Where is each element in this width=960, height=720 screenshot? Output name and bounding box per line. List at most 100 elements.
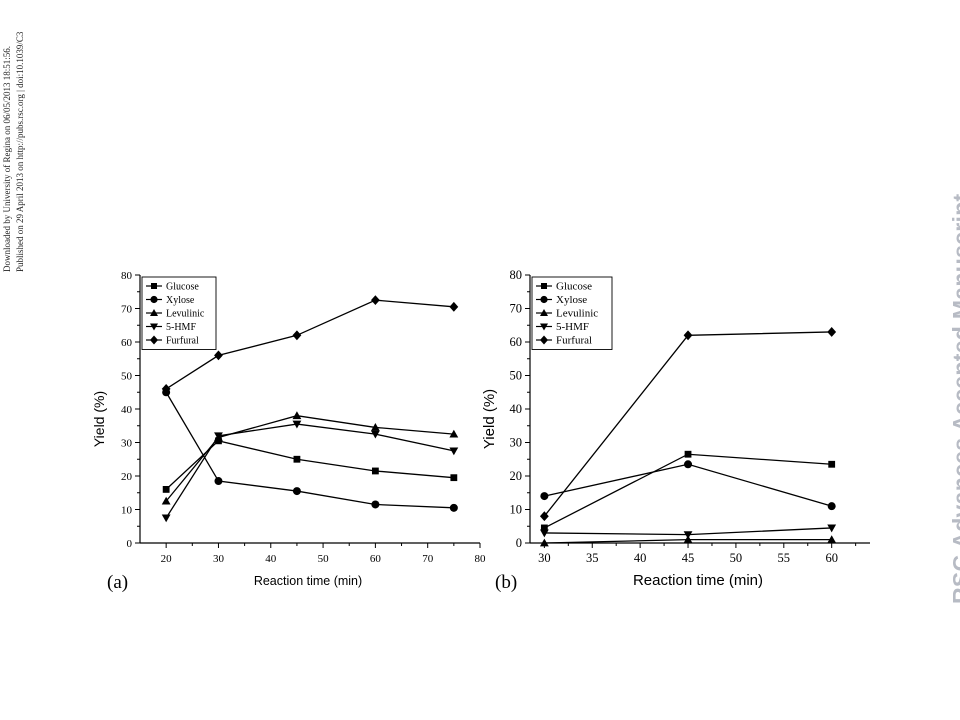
- y-tick-label: 60: [121, 337, 133, 349]
- y-tick-label: 80: [510, 268, 523, 282]
- panel-label: (a): [107, 572, 128, 593]
- series-xylose: [540, 460, 836, 511]
- y-tick-label: 70: [510, 302, 523, 316]
- data-point: [683, 535, 693, 544]
- x-tick-label: 40: [265, 553, 277, 565]
- y-tick-label: 10: [121, 505, 133, 517]
- legend-label: Furfural: [166, 336, 199, 347]
- series-furfural: [539, 327, 837, 522]
- x-tick-label: 55: [778, 551, 791, 565]
- data-point: [827, 327, 837, 337]
- series-5-hmf: [161, 420, 459, 523]
- data-point: [684, 450, 692, 458]
- series-levulinic: [161, 411, 459, 505]
- data-point: [161, 496, 171, 505]
- x-tick-label: 20: [161, 553, 173, 565]
- legend-marker: [150, 335, 158, 345]
- y-axis-label: Yield (%): [481, 389, 498, 449]
- series-line: [165, 415, 454, 502]
- series-line: [165, 423, 454, 519]
- data-point: [292, 487, 301, 496]
- data-point: [683, 330, 693, 341]
- legend-label: Levulinic: [556, 308, 598, 320]
- y-tick-label: 50: [510, 369, 523, 383]
- legend-marker: [540, 295, 548, 304]
- data-point: [827, 524, 837, 533]
- data-point: [449, 429, 459, 438]
- data-point: [539, 538, 549, 547]
- x-tick-label: 35: [586, 551, 599, 565]
- legend-label: Xylose: [166, 295, 195, 306]
- legend-marker: [150, 323, 158, 331]
- data-point: [292, 420, 302, 429]
- data-point: [539, 511, 549, 522]
- data-point: [292, 411, 302, 420]
- data-point: [539, 529, 549, 538]
- x-tick-label: 30: [538, 551, 551, 565]
- data-point: [449, 447, 459, 456]
- legend-label: Levulinic: [166, 309, 205, 320]
- y-tick-label: 30: [510, 436, 523, 450]
- data-point: [370, 430, 380, 439]
- data-point: [371, 500, 380, 509]
- series-xylose: [162, 388, 458, 512]
- x-axis-label: Reaction time (min): [254, 574, 362, 588]
- series-glucose: [540, 450, 836, 532]
- series-levulinic: [539, 535, 837, 547]
- legend-marker: [541, 283, 547, 289]
- panel-label: (b): [495, 572, 517, 593]
- x-tick-label: 50: [318, 553, 330, 565]
- data-point: [161, 514, 171, 523]
- axes: 0 10 20 30 40 50 60 70 80 30 35 40 45 50 55 60: [510, 268, 870, 565]
- legend-label: Glucose: [166, 282, 199, 293]
- x-tick-label: 60: [370, 553, 382, 565]
- y-tick-label: 20: [510, 469, 523, 483]
- y-tick-label: 80: [121, 270, 133, 282]
- data-point: [214, 350, 223, 361]
- legend-label: Furfural: [556, 335, 592, 347]
- data-point: [449, 503, 458, 512]
- x-tick-label: 50: [730, 551, 743, 565]
- data-point: [162, 486, 170, 493]
- y-tick-label: 0: [516, 536, 522, 550]
- y-tick-label: 40: [510, 402, 523, 416]
- chart-a: 0 10 20 30 40 50 60 70 80 20 30 40 50 60 70 80 Reaction …: [91, 270, 486, 593]
- data-point: [827, 502, 836, 511]
- data-point: [684, 460, 693, 469]
- x-axis-label: Reaction time (min): [633, 572, 763, 589]
- legend-marker: [540, 335, 548, 345]
- data-point: [370, 295, 380, 306]
- download-notice: Downloaded by University of Regina on 06…: [2, 46, 12, 272]
- y-tick-label: 60: [510, 335, 523, 349]
- data-point: [370, 423, 380, 431]
- data-point: [214, 477, 223, 486]
- y-axis-label: Yield (%): [91, 391, 107, 447]
- axes: 0 10 20 30 40 50 60 70 80 20 30 40 50 60 70 80: [121, 270, 486, 565]
- data-point: [161, 384, 171, 394]
- x-tick-label: 30: [213, 553, 225, 565]
- data-point: [214, 432, 223, 441]
- y-tick-label: 40: [121, 404, 133, 416]
- legend-marker: [150, 309, 158, 316]
- chart-b: 0 10 20 30 40 50 60 70 80 30 35 40 45 50 55 60 Reaction …: [481, 268, 870, 593]
- series-5-hmf: [539, 524, 837, 540]
- y-tick-label: 10: [510, 503, 523, 517]
- series-glucose: [162, 437, 458, 493]
- x-tick-label: 80: [475, 553, 487, 565]
- legend-marker: [151, 283, 157, 289]
- y-tick-label: 30: [121, 438, 133, 450]
- y-tick-label: 70: [121, 304, 133, 316]
- x-tick-label: 70: [422, 553, 434, 565]
- data-point: [828, 460, 836, 468]
- legend-marker: [150, 295, 158, 304]
- data-point: [449, 301, 459, 312]
- series-line: [543, 331, 832, 517]
- y-tick-label: 0: [127, 538, 133, 550]
- legend-label: Glucose: [556, 281, 592, 293]
- legend-marker: [540, 309, 548, 316]
- legend-label: 5-HMF: [556, 321, 589, 333]
- x-tick-label: 40: [634, 551, 647, 565]
- data-point: [292, 330, 302, 341]
